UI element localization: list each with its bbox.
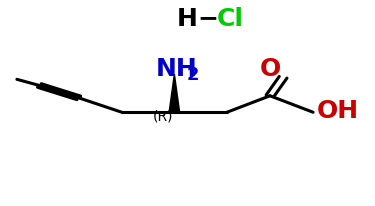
Text: NH: NH: [156, 57, 197, 81]
Text: Cl: Cl: [217, 7, 244, 30]
Text: −: −: [198, 7, 219, 30]
Text: 2: 2: [186, 66, 199, 84]
Polygon shape: [169, 74, 180, 112]
Text: H: H: [177, 7, 198, 30]
Text: O: O: [260, 57, 280, 81]
Text: OH: OH: [317, 99, 359, 123]
Text: (R): (R): [153, 109, 173, 123]
